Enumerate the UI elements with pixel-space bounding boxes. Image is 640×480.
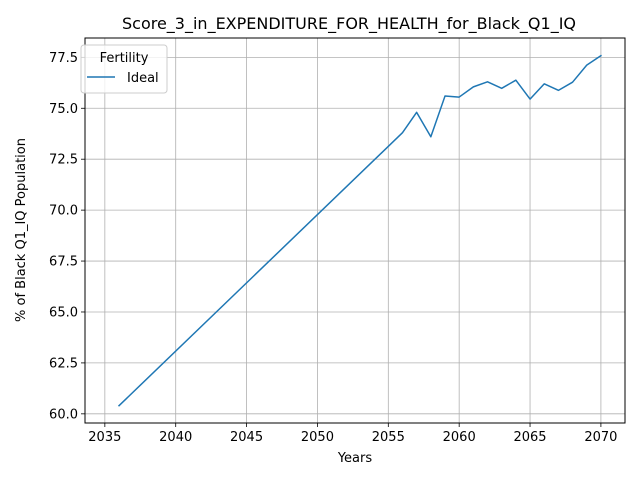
x-tick-label: 2055 bbox=[372, 430, 405, 445]
x-axis-ticks: 2035 2040 2045 2050 2055 2060 2065 2070 bbox=[88, 423, 617, 445]
y-tick-label: 65.0 bbox=[49, 305, 78, 320]
x-axis-label: Years bbox=[337, 451, 373, 466]
x-tick-label: 2035 bbox=[88, 430, 121, 445]
series-lines bbox=[117, 54, 602, 407]
legend-label-ideal: Ideal bbox=[127, 71, 159, 86]
y-tick-label: 70.0 bbox=[49, 204, 78, 219]
x-tick-label: 2040 bbox=[159, 430, 192, 445]
x-tick-label: 2065 bbox=[513, 430, 546, 445]
legend-title: Fertility bbox=[100, 51, 149, 66]
y-tick-label: 77.5 bbox=[49, 51, 78, 66]
y-tick-label: 60.0 bbox=[49, 407, 78, 422]
grid bbox=[85, 38, 625, 423]
chart-title: Score_3_in_EXPENDITURE_FOR_HEALTH_for_Bl… bbox=[122, 14, 576, 34]
y-tick-label: 62.5 bbox=[49, 356, 78, 371]
plot-frame bbox=[84, 37, 626, 424]
legend: Fertility Ideal bbox=[80, 44, 168, 94]
legend-box bbox=[80, 44, 168, 94]
x-tick-label: 2050 bbox=[301, 430, 334, 445]
x-tick-label: 2070 bbox=[584, 430, 617, 445]
x-tick-label: 2060 bbox=[443, 430, 476, 445]
x-tick-label: 2045 bbox=[230, 430, 263, 445]
y-tick-label: 72.5 bbox=[49, 153, 78, 168]
y-axis-ticks: 60.0 62.5 65.0 67.5 70.0 72.5 75.0 77.5 bbox=[49, 51, 85, 422]
y-tick-label: 67.5 bbox=[49, 255, 78, 270]
y-tick-label: 75.0 bbox=[49, 102, 78, 117]
series-line-ideal bbox=[117, 54, 602, 407]
y-axis-label: % of Black Q1_IQ Population bbox=[14, 138, 29, 322]
